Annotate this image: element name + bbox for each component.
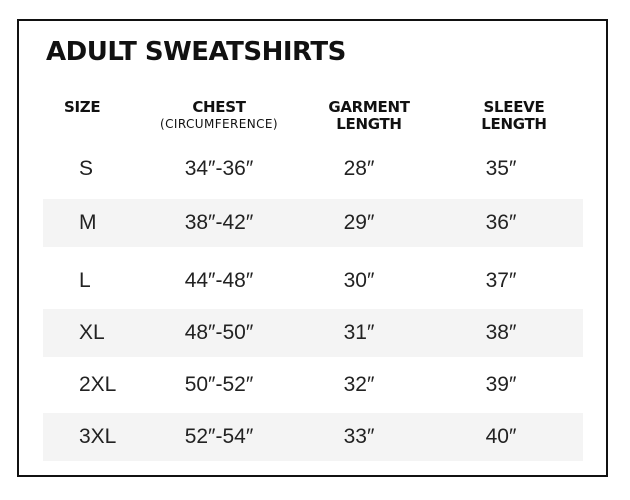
size-cell: 2XL: [79, 373, 117, 396]
sleeve-length-cell: 36″: [485, 211, 517, 234]
header-sleeve-line1: SLEEVE: [483, 98, 545, 116]
size-cell: S: [79, 157, 94, 180]
header-size-label: SIZE: [64, 98, 101, 116]
sleeve-length-cell: 35″: [485, 157, 517, 180]
table-row: 2XL 50″-52″ 32″ 39″: [43, 361, 583, 409]
header-sleeve-length: SLEEVE LENGTH: [454, 99, 574, 133]
table-row: M 38″-42″ 29″ 36″: [43, 199, 583, 247]
garment-length-cell: 33″: [343, 425, 375, 448]
chart-title: ADULT SWEATSHIRTS: [46, 37, 346, 67]
sleeve-length-cell: 37″: [485, 269, 517, 292]
garment-length-cell: 32″: [343, 373, 375, 396]
table-row: 3XL 52″-54″ 33″ 40″: [43, 413, 583, 461]
chest-cell: 50″-52″: [184, 373, 254, 396]
size-cell: 3XL: [79, 425, 117, 448]
header-garment-length: GARMENT LENGTH: [309, 99, 429, 133]
chest-cell: 44″-48″: [184, 269, 254, 292]
sleeve-length-cell: 38″: [485, 321, 517, 344]
table-row: S 34″-36″ 28″ 35″: [43, 145, 583, 193]
header-chest-sublabel: (CIRCUMFERENCE): [160, 117, 278, 131]
sleeve-length-cell: 40″: [485, 425, 517, 448]
size-cell: M: [79, 211, 97, 234]
chest-cell: 52″-54″: [184, 425, 254, 448]
garment-length-cell: 30″: [343, 269, 375, 292]
size-cell: XL: [79, 321, 105, 344]
header-chest: CHEST (CIRCUMFERENCE): [149, 99, 289, 133]
table-row: L 44″-48″ 30″ 37″: [43, 257, 583, 305]
size-chart-frame: ADULT SWEATSHIRTS SIZE CHEST (CIRCUMFERE…: [17, 19, 608, 477]
chest-cell: 34″-36″: [184, 157, 254, 180]
header-garment-line2: LENGTH: [336, 115, 402, 133]
size-cell: L: [79, 269, 91, 292]
sleeve-length-cell: 39″: [485, 373, 517, 396]
garment-length-cell: 29″: [343, 211, 375, 234]
chest-cell: 48″-50″: [184, 321, 254, 344]
table-row: XL 48″-50″ 31″ 38″: [43, 309, 583, 357]
chest-cell: 38″-42″: [184, 211, 254, 234]
garment-length-cell: 28″: [343, 157, 375, 180]
header-garment-line1: GARMENT: [328, 98, 410, 116]
header-sleeve-line2: LENGTH: [481, 115, 547, 133]
header-size: SIZE: [64, 99, 114, 116]
garment-length-cell: 31″: [343, 321, 375, 344]
header-chest-label: CHEST: [192, 98, 246, 116]
